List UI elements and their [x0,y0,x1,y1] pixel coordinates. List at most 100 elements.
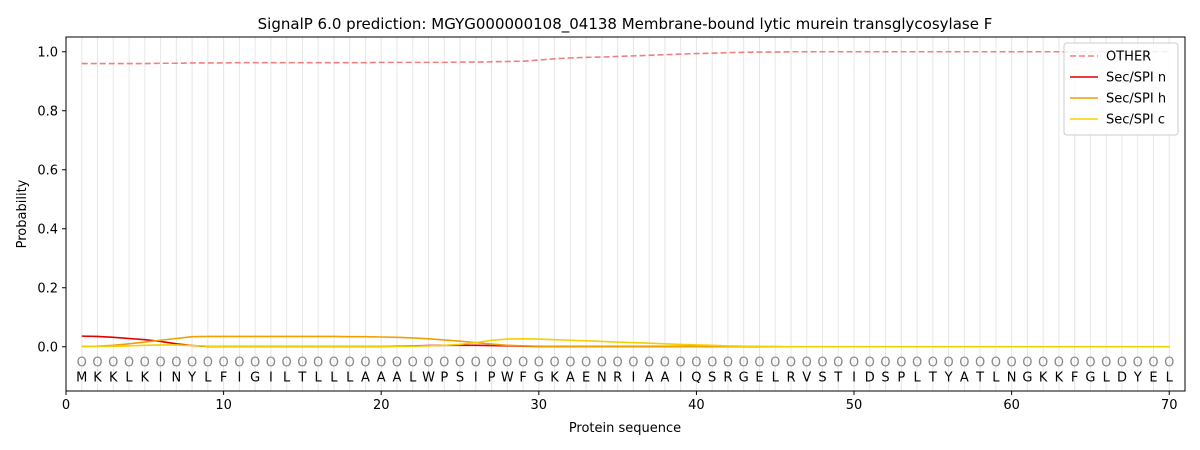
state-label: O [250,356,260,371]
state-label: O [928,356,938,371]
state-label: O [676,356,686,371]
state-label: O [1070,356,1080,371]
state-label: O [140,356,150,371]
state-label: O [644,356,654,371]
residue-label: I [474,370,478,385]
residue-label: R [786,370,795,385]
x-axis-ticks: 0 10 20 30 40 50 60 70 [62,391,1178,413]
state-label: O [187,356,197,371]
x-tick-label: 0 [62,398,70,413]
state-label: O [108,356,118,371]
state-label: O [707,356,717,371]
state-label: O [770,356,780,371]
residue-label: G [534,370,544,385]
state-label: O [234,356,244,371]
state-label: O [329,356,339,371]
residue-label: F [1071,370,1078,385]
residue-label: P [897,370,905,385]
state-label: O [155,356,165,371]
state-label: O [345,356,355,371]
state-label: O [92,356,102,371]
residue-label: K [93,370,102,385]
state-label: O [218,356,228,371]
state-label: O [518,356,528,371]
state-label: O [1133,356,1143,371]
state-label: O [392,356,402,371]
x-axis-label: Protein sequence [569,421,681,436]
state-label: O [282,356,292,371]
state-label: O [896,356,906,371]
residue-label: N [171,370,181,385]
y-tick-label: 0.4 [37,222,58,237]
state-label: O [880,356,890,371]
residue-label: L [772,370,780,385]
residue-label: I [679,370,683,385]
x-tick-label: 10 [215,398,232,413]
state-label: O [486,356,496,371]
residue-label: P [440,370,448,385]
chart-title: SignalP 6.0 prediction: MGYG000000108_04… [258,15,993,34]
legend: OTHER Sec/SPI n Sec/SPI h Sec/SPI c [1063,42,1179,136]
residue-label: K [1039,370,1048,385]
series-lines [81,50,1170,348]
residue-label: S [456,370,464,385]
residue-label: Y [187,370,196,385]
residue-label: G [1085,370,1095,385]
y-axis-label: Probability [15,179,30,248]
residue-label: T [297,370,306,385]
residue-label: Q [691,370,701,385]
residue-label: L [330,370,338,385]
state-label: O [817,356,827,371]
residue-label: K [550,370,559,385]
residue-label: G [739,370,749,385]
residue-label: A [960,370,969,385]
state-label: O [660,356,670,371]
y-tick-label: 0.6 [37,163,58,178]
residue-label: M [76,370,87,385]
residue-label: S [818,370,826,385]
state-label: O [408,356,418,371]
residue-label: L [913,370,921,385]
state-label: O [1164,356,1174,371]
legend-label: Sec/SPI h [1106,92,1166,107]
state-label: O [1022,356,1032,371]
residue-label: I [237,370,241,385]
x-tick-label: 50 [846,398,863,413]
residue-label: A [361,370,370,385]
state-label: O [754,356,764,371]
y-tick-label: 1.0 [37,45,58,60]
state-label: O [739,356,749,371]
residue-label: I [159,370,163,385]
residue-label: G [250,370,260,385]
state-label: O [912,356,922,371]
residue-label: T [833,370,842,385]
y-tick-label: 0.2 [37,281,58,296]
state-label: O [1148,356,1158,371]
state-label: O [833,356,843,371]
residue-label: L [1166,370,1174,385]
state-label: O [502,356,512,371]
residue-label: K [109,370,118,385]
state-label: O [471,356,481,371]
residue-label: L [204,370,212,385]
state-label: O [1101,356,1111,371]
state-label: O [1085,356,1095,371]
legend-box [1063,42,1179,136]
residue-label: A [660,370,669,385]
plot-frame [65,36,1186,392]
residue-label: E [755,370,763,385]
residue-label: L [315,370,323,385]
state-label: O [439,356,449,371]
series-line-other [81,50,1170,65]
residue-label: V [802,370,811,385]
state-label: O [266,356,276,371]
residue-label: L [409,370,417,385]
x-tick-label: 70 [1161,398,1178,413]
residue-label: I [852,370,856,385]
residue-label: E [1149,370,1157,385]
state-label: O [77,356,87,371]
state-label: O [565,356,575,371]
y-axis-ticks: 0.0 0.2 0.4 0.6 0.8 1.0 [37,45,66,355]
state-label: O [376,356,386,371]
residue-label: L [1103,370,1111,385]
